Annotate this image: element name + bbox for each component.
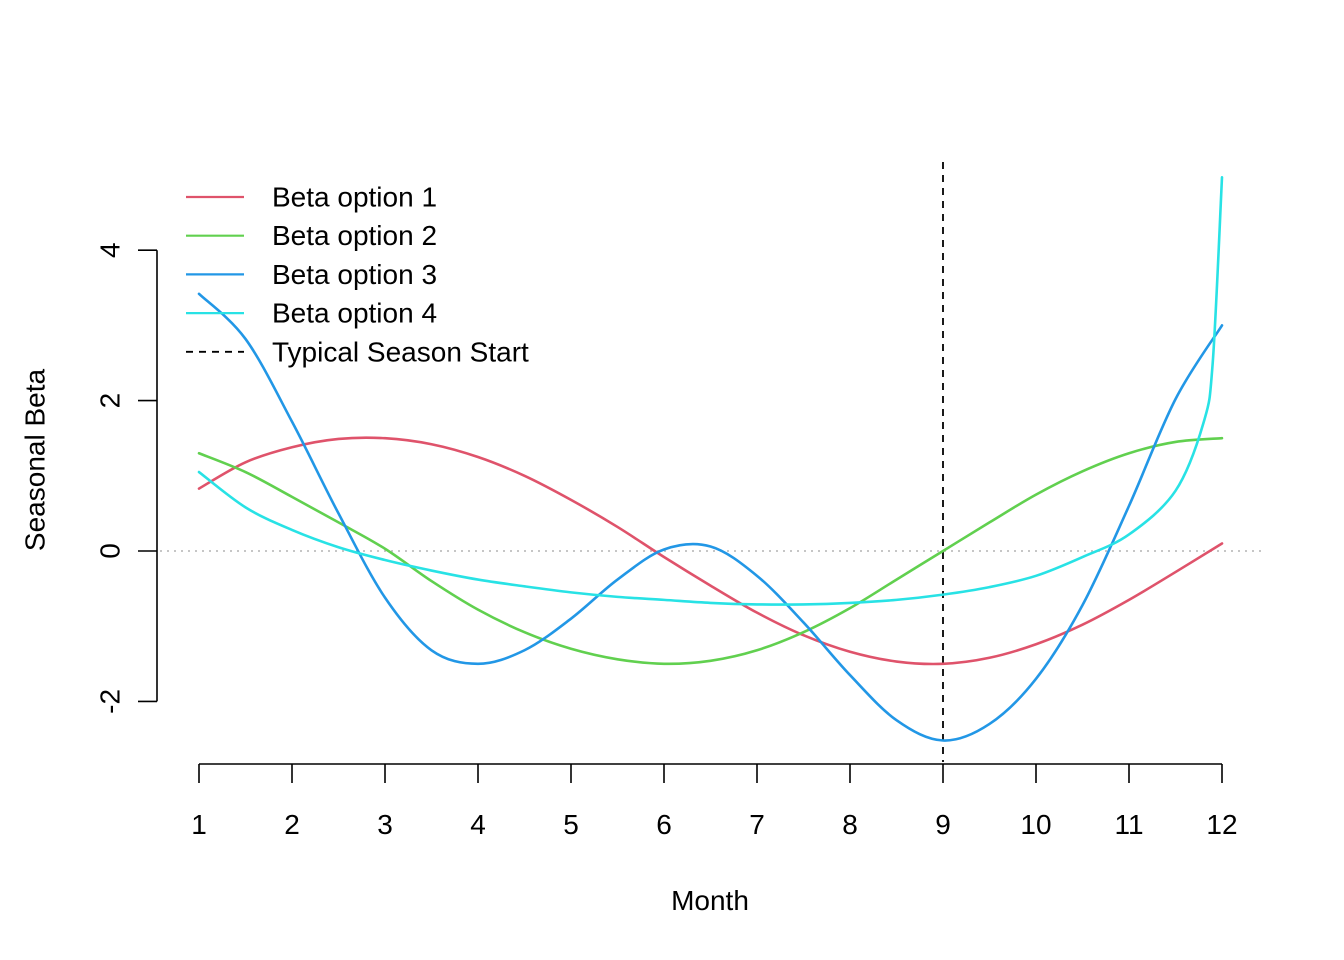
y-tick-label: -2 [95,689,126,714]
series-line-1 [197,436,1224,666]
x-tick-label: 2 [284,809,300,840]
legend-label-5: Typical Season Start [272,336,529,367]
legend-label-2: Beta option 2 [272,220,437,251]
legend: Beta option 1 Beta option 2 Beta option 3 B… [186,182,529,367]
x-tick-label: 4 [470,809,486,840]
x-tick-label: 1 [191,809,207,840]
series-line-2 [197,436,1224,666]
series-line-3 [197,292,1224,742]
x-tick-label: 11 [1114,809,1143,840]
x-tick-label: 10 [1020,809,1051,840]
x-tick-label: 3 [377,809,393,840]
x-axis-title: Month [671,885,749,916]
series-lines [197,175,1224,742]
legend-label-3: Beta option 3 [272,259,437,290]
y-tick-label: 0 [95,543,126,559]
x-tick-label: 12 [1206,809,1237,840]
series-line-4 [197,175,1224,606]
legend-label-4: Beta option 4 [272,298,437,329]
reference-lines [160,162,1265,762]
y-tick-label: 4 [95,242,126,258]
x-tick-label: 5 [563,809,579,840]
y-axis-title: Seasonal Beta [20,369,51,552]
x-tick-label: 6 [656,809,672,840]
x-tick-label: 9 [935,809,951,840]
y-tick-label: 2 [95,393,126,409]
x-tick-label: 8 [842,809,858,840]
legend-label-1: Beta option 1 [272,182,437,213]
x-tick-label: 7 [749,809,765,840]
